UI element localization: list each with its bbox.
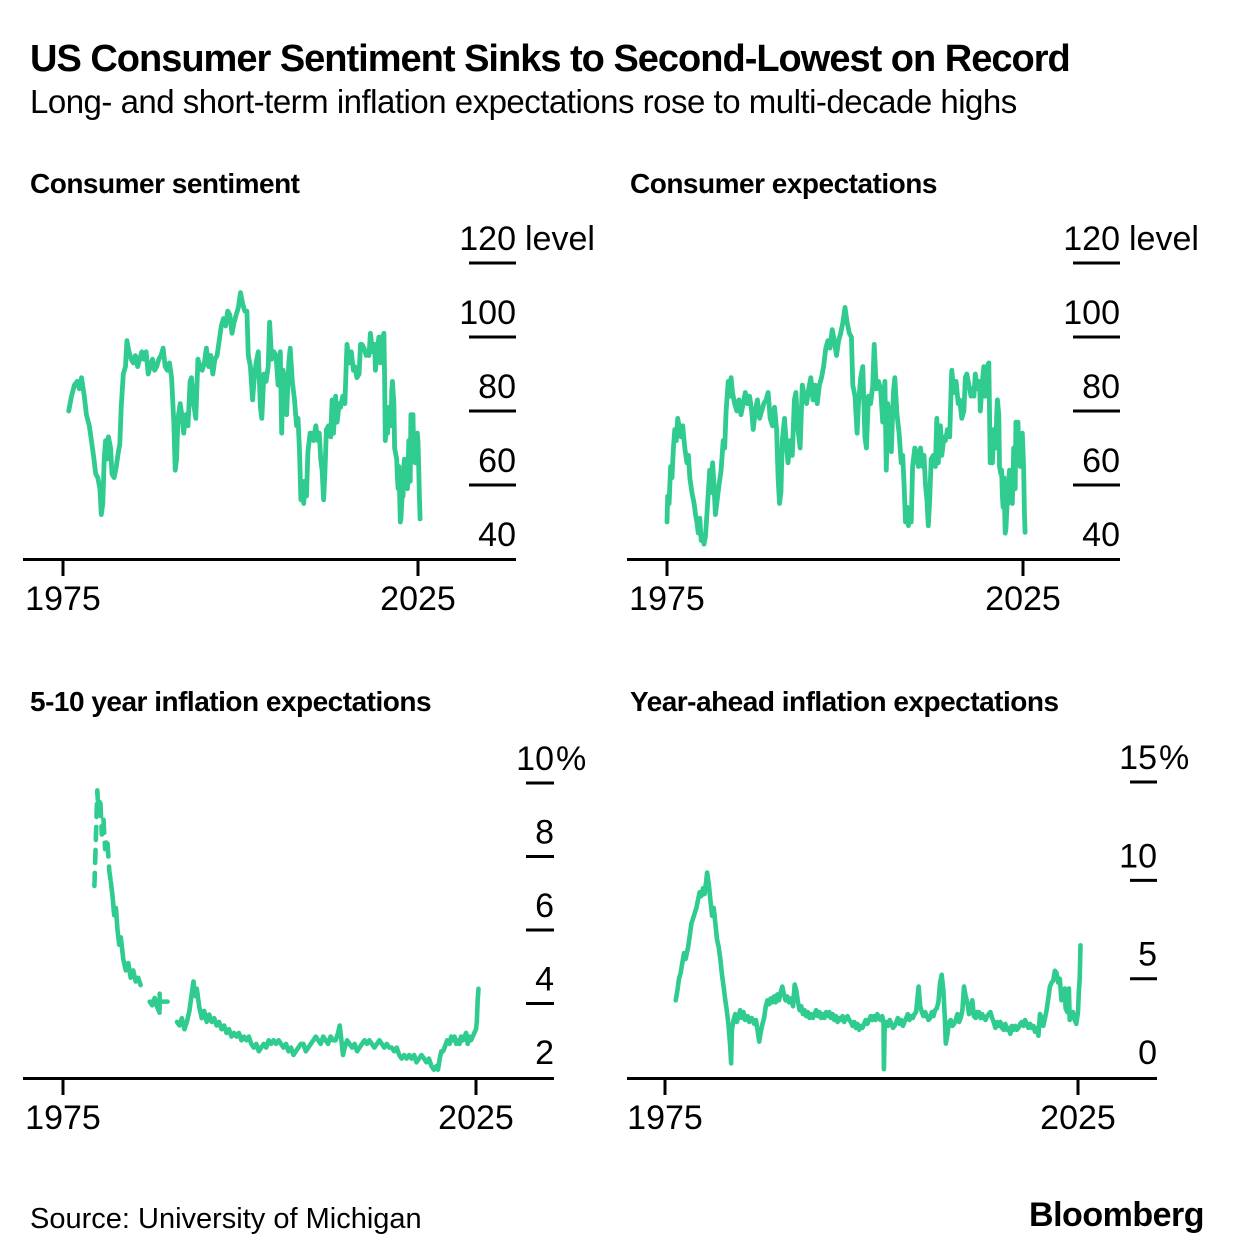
- page-subtitle: Long- and short-term inflation expectati…: [30, 83, 1017, 120]
- y-axis-unit-label: %: [1159, 739, 1189, 777]
- x-tick-label: 2025: [1040, 1099, 1116, 1137]
- x-tick-label: 1975: [25, 1099, 101, 1137]
- bloomberg-logo: Bloomberg: [1029, 1196, 1204, 1234]
- y-tick-label: 40: [478, 516, 516, 554]
- chart-title-year-ahead-inflation-expectations: Year-ahead inflation expectations: [630, 686, 1059, 717]
- y-tick-label: 60: [1082, 442, 1120, 480]
- chart-title-consumer-sentiment: Consumer sentiment: [30, 168, 300, 199]
- y-tick-label: 10: [1119, 837, 1157, 875]
- x-tick-label: 1975: [629, 580, 705, 618]
- y-tick-label: 40: [1082, 516, 1120, 554]
- y-tick-label: 60: [478, 442, 516, 480]
- x-tick-label: 2025: [380, 580, 456, 618]
- y-axis-unit-label: level: [525, 220, 595, 258]
- x-tick-label: 2025: [438, 1099, 514, 1137]
- x-tick-label: 1975: [25, 580, 101, 618]
- y-tick-label: 4: [535, 961, 554, 999]
- series-line-5-10-year-inflation-expectations: [108, 879, 143, 988]
- series-line-5-10-year-inflation-expectations: [92, 788, 114, 889]
- chart-title-consumer-expectations: Consumer expectations: [630, 168, 937, 199]
- source-credit: Source: University of Michigan: [30, 1203, 422, 1235]
- y-tick-label: 120: [1063, 220, 1120, 258]
- y-tick-label: 2: [535, 1034, 554, 1072]
- x-tick-label: 2025: [985, 580, 1061, 618]
- y-tick-label: 10: [516, 740, 554, 778]
- y-tick-label: 100: [1063, 294, 1120, 332]
- y-tick-label: 5: [1138, 936, 1157, 974]
- x-tick-label: 1975: [627, 1099, 703, 1137]
- series-line-5-10-year-inflation-expectations: [174, 979, 481, 1072]
- y-tick-label: 0: [1138, 1034, 1157, 1072]
- y-axis-unit-label: level: [1129, 220, 1199, 258]
- y-tick-label: 6: [535, 887, 554, 925]
- series-line-year-ahead-inflation-expectations: [673, 870, 1083, 1072]
- y-tick-label: 80: [478, 368, 516, 406]
- series-line-consumer-sentiment: [66, 290, 423, 525]
- y-tick-label: 8: [535, 814, 554, 852]
- y-tick-label: 80: [1082, 368, 1120, 406]
- y-axis-unit-label: %: [556, 740, 586, 778]
- y-tick-label: 15: [1119, 739, 1157, 777]
- chart-title-5-10-year-inflation-expectations: 5-10 year inflation expectations: [30, 686, 432, 717]
- page-title: US Consumer Sentiment Sinks to Second-Lo…: [30, 38, 1071, 80]
- y-tick-label: 100: [459, 294, 516, 332]
- series-line-consumer-expectations: [664, 304, 1028, 547]
- y-tick-label: 120: [459, 220, 516, 258]
